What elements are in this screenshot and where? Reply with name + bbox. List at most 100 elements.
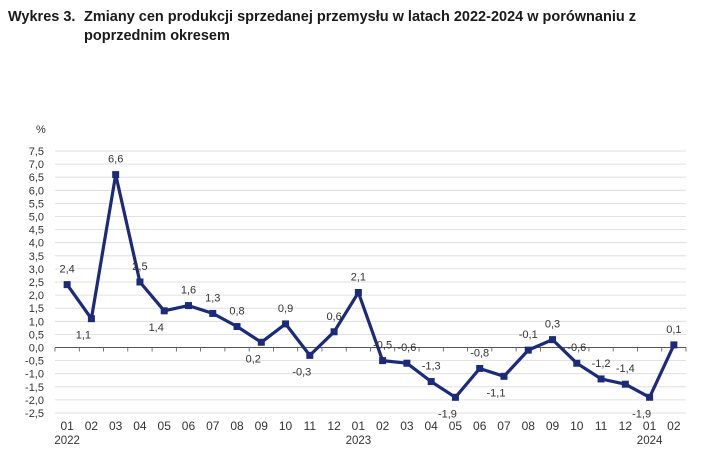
x-tick-label: 02 [85,419,99,433]
x-tick-label: 05 [449,419,463,433]
x-tick-label: 03 [400,419,414,433]
x-tick-label: 10 [570,419,584,433]
y-tick-label: 6,5 [29,172,44,184]
data-label: 1,1 [76,330,91,342]
x-tick-label: 08 [230,419,244,433]
x-tick-label: 09 [546,419,560,433]
data-label: -1,2 [592,358,611,370]
y-tick-label: -2,0 [25,395,44,407]
data-label: 0,8 [229,306,244,318]
y-tick-label: 0,0 [29,343,44,355]
data-label: -1,3 [422,361,441,373]
data-label: 0,6 [326,311,341,323]
data-label: -1,9 [438,408,457,420]
y-tick-label: 1,5 [29,303,44,315]
x-tick-label: 10 [279,419,293,433]
data-point [670,341,678,349]
data-label: -0,8 [470,347,489,359]
data-label: 2,1 [351,271,366,283]
x-tick-label: 08 [522,419,536,433]
x-axis: 01 02 03 04 05 06 07 08 09 10 11 12 01 02 03 04 05 06 07 08… [54,347,687,447]
data-point [160,307,168,315]
data-label: 0,3 [545,319,560,331]
data-label: -0,5 [373,340,392,352]
data-label: 1,3 [205,292,220,304]
data-point [257,338,265,346]
x-tick-label: 12 [327,419,341,433]
data-label: 2,4 [59,264,74,276]
data-point [184,302,192,310]
data-point [379,357,387,365]
y-tick-label: 5,5 [29,198,44,210]
data-point [209,309,217,317]
data-point [427,378,435,386]
y-tick-label: 4,5 [29,225,44,237]
x-tick-label: 07 [497,419,511,433]
year-label: 2024 [637,435,663,447]
x-tick-label: 02 [376,419,390,433]
data-point [354,288,362,296]
data-label: 6,6 [108,154,123,166]
data-point [573,359,581,367]
y-tick-label: 7,5 [29,146,44,158]
chart-title-text: Zmiany cen produkcji sprzedanej przemysł… [84,9,636,44]
data-label: 1,6 [181,285,196,297]
y-tick-label: 5,0 [29,212,44,224]
y-tick-label: -1,0 [25,369,44,381]
data-label: 0,9 [278,303,293,315]
x-tick-label: 01 [60,419,74,433]
data-point [476,364,484,372]
y-tick-label: 6,0 [29,185,44,197]
data-label: -0,6 [397,342,416,354]
x-tick-label: 04 [133,419,147,433]
x-tick-label: 09 [255,419,269,433]
y-tick-label: 4,0 [29,238,44,250]
data-label: 0,1 [666,324,681,336]
data-point [549,336,557,344]
data-label: 1,4 [149,322,164,334]
x-tick-label: 02 [667,419,681,433]
data-point [306,351,314,359]
x-tick-label: 01 [643,419,657,433]
data-point [330,328,338,336]
data-label: 2,5 [132,261,147,273]
x-tick-label: 11 [304,419,317,433]
data-point [524,346,532,354]
data-point [597,375,605,383]
data-label: -0,3 [292,366,311,378]
y-tick-label: 3,0 [29,264,44,276]
y-tick-label: -2,5 [25,408,44,420]
y-tick-label: 0,5 [29,329,44,341]
y-tick-label: -1,5 [25,382,44,394]
y-axis-unit-label: % [36,124,46,136]
data-label: -1,1 [486,387,505,399]
x-tick-label: 07 [206,419,220,433]
data-label: -0,6 [567,342,586,354]
x-tick-label: 05 [158,419,172,433]
data-point [87,315,95,323]
grid-lines [55,150,686,414]
series-line [65,173,676,399]
data-point [451,393,459,401]
x-tick-label: 11 [595,419,608,433]
data-label: -0,1 [519,329,538,341]
data-point [403,359,411,367]
x-tick-label: 06 [473,419,487,433]
y-tick-label: 3,5 [29,251,44,263]
x-tick-label: 01 [352,419,366,433]
y-tick-label: -0,5 [25,356,44,368]
year-label: 2023 [346,435,372,447]
y-tick-label: 2,5 [29,277,44,289]
year-label: 2022 [54,435,80,447]
data-label: -1,9 [632,408,651,420]
x-tick-label: 04 [424,419,438,433]
x-tick-label: 06 [182,419,196,433]
data-label: -1,4 [616,363,635,375]
data-point [112,171,120,179]
y-tick-label: 2,0 [29,290,44,302]
data-point [233,323,241,331]
chart-title: Wykres 3. Zmiany cen produkcji sprzedanej… [8,8,698,46]
y-axis-ticks: -2,5-2,0-1,5-1,0-0,50,00,51,01,52,02,53,… [25,146,44,420]
data-point [282,320,290,328]
